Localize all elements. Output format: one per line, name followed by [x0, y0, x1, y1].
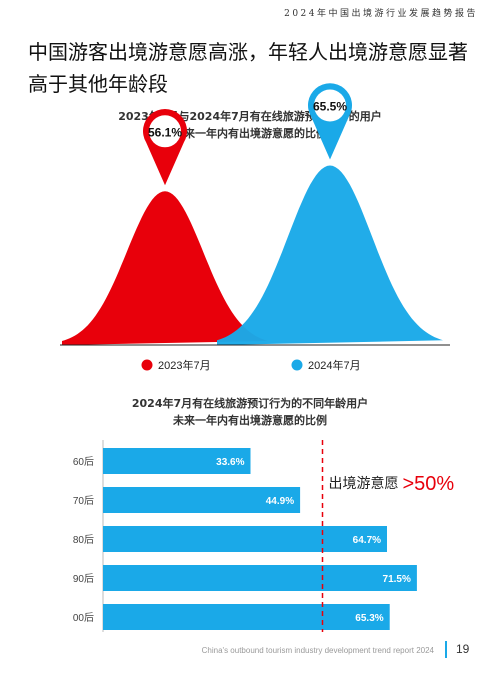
bell-value-label-2: 65.5% [313, 100, 347, 114]
report-header-title: 2024年中国出境游行业发展趋势报告 [284, 9, 478, 19]
bell-area-2 [217, 165, 443, 345]
legend-label-2: 2024年7月 [308, 358, 361, 372]
bar-chart-title-line-2: 未来一年内有出境游意愿的比例 [173, 414, 327, 427]
category-label-4: 90后 [73, 573, 94, 585]
bar-3 [103, 526, 387, 552]
bar-value-label-2: 44.9% [266, 496, 294, 507]
legend-label-1: 2023年7月 [158, 358, 211, 372]
map-pin-inner-2 [314, 89, 346, 122]
page-number: 19 [456, 642, 470, 656]
category-label-3: 80后 [73, 534, 94, 546]
bell-chart-title-line-2: 未来一年内有出境游意愿的比例 [173, 127, 327, 140]
bar-4 [103, 565, 417, 591]
bar-value-label-5: 65.3% [355, 613, 383, 624]
bar-value-label-3: 64.7% [353, 535, 381, 546]
category-label-2: 70后 [73, 495, 94, 507]
category-label-1: 60后 [73, 456, 94, 468]
bar-2 [103, 487, 301, 513]
bar-chart-title-line-1: 2024年7月有在线旅游预订行为的不同年龄用户 [131, 397, 369, 410]
bar-5 [103, 604, 390, 630]
map-pin-inner-1 [149, 115, 181, 148]
legend-marker-1 [141, 359, 153, 371]
reference-label-value: >50% [403, 473, 455, 495]
category-label-5: 00后 [73, 612, 94, 624]
footer-divider [445, 641, 447, 658]
bar-value-label-4: 71.5% [383, 574, 411, 585]
bell-area-1 [62, 191, 268, 345]
bar-chart-title: 2024年7月有在线旅游预订行为的不同年龄用户 未来一年内有出境游意愿的比例 [0, 395, 500, 429]
bar-value-label-1: 33.6% [216, 457, 244, 468]
page-headline: 中国游客出境游意愿高涨，年轻人出境游意愿显著高于其他年龄段 [28, 40, 468, 96]
reference-label-text: 出境游意愿 [329, 475, 399, 491]
bar-1 [103, 448, 251, 474]
bell-value-label-1: 56.1% [148, 125, 182, 139]
legend-marker-2 [291, 359, 303, 371]
footer-text: China's outbound tourism industry develo… [201, 646, 434, 655]
